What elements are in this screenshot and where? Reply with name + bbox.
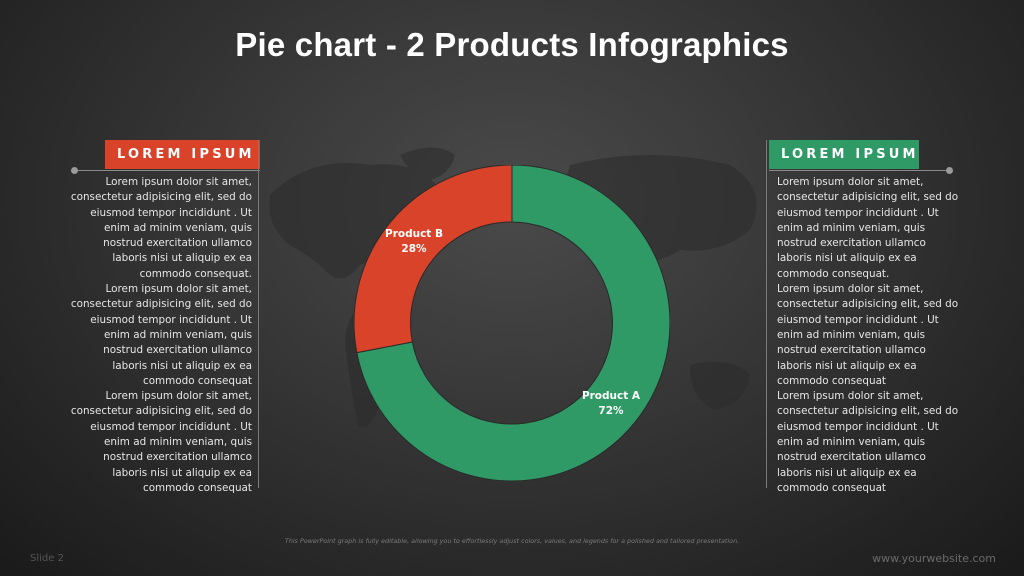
label-product-b-name: Product B xyxy=(385,228,443,240)
label-product-a: Product A 72% xyxy=(571,389,651,419)
right-body-text: Lorem ipsum dolor sit amet, consectetur … xyxy=(777,176,959,494)
left-connector-dot xyxy=(71,167,78,174)
left-badge: LOREM IPSUM xyxy=(105,140,260,169)
slide-number: Slide 2 xyxy=(30,553,64,564)
right-connector-dot xyxy=(946,167,953,174)
right-connector-line xyxy=(769,170,949,171)
label-product-a-value: 72% xyxy=(598,405,624,417)
slice-product-b[interactable] xyxy=(353,164,513,354)
label-product-b: Product B 28% xyxy=(374,227,454,257)
left-connector-line xyxy=(74,170,260,171)
slide-title: Pie chart - 2 Products Infographics xyxy=(235,26,789,63)
label-product-b-value: 28% xyxy=(401,243,427,255)
label-product-a-name: Product A xyxy=(581,390,641,402)
donut-chart: Product B 28% Product A 72% xyxy=(353,164,671,482)
right-badge: LOREM IPSUM xyxy=(769,140,919,169)
website-link[interactable]: www.yourwebsite.com xyxy=(872,552,996,565)
slice-product-a[interactable] xyxy=(356,164,671,482)
left-body-text: Lorem ipsum dolor sit amet, consectetur … xyxy=(70,176,252,494)
left-divider-line xyxy=(258,140,259,488)
footnote: This PowerPoint graph is fully editable,… xyxy=(284,537,740,545)
right-divider-line xyxy=(766,140,767,488)
